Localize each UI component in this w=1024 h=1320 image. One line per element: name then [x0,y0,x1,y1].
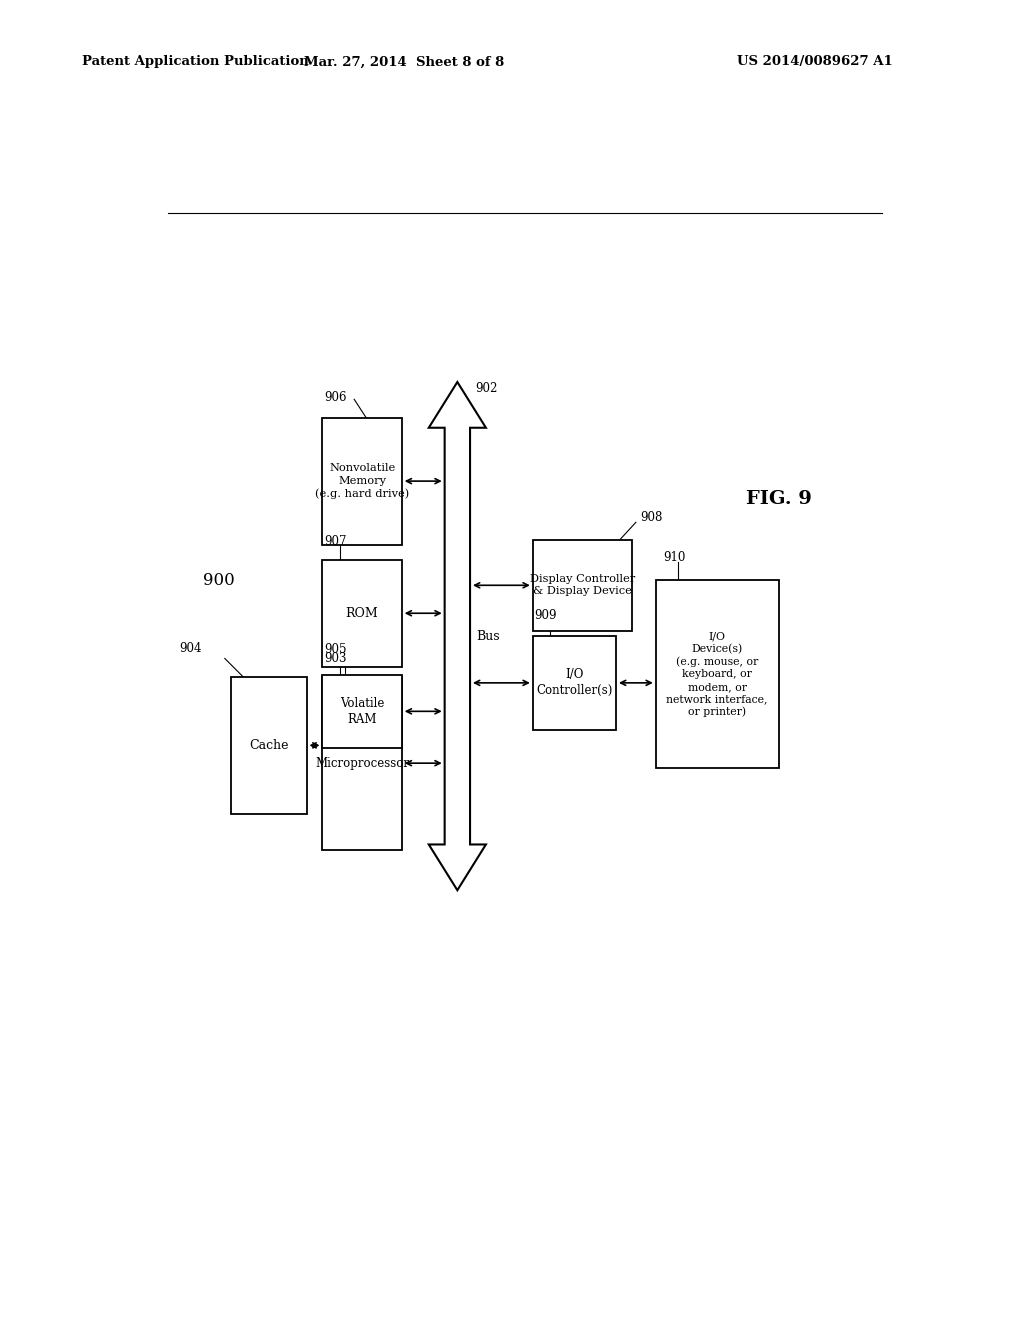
Text: 908: 908 [640,511,663,524]
Bar [323,675,401,748]
Text: 904: 904 [179,642,202,655]
Text: I/O
Controller(s): I/O Controller(s) [537,668,612,697]
Bar [323,417,401,545]
Text: 910: 910 [664,552,686,565]
Bar [323,560,401,667]
Text: Cache: Cache [249,739,289,752]
Text: Microprocessor: Microprocessor [315,756,410,770]
Text: 905: 905 [324,643,346,656]
Bar [323,677,401,850]
Text: Patent Application Publication: Patent Application Publication [82,55,308,69]
Text: 902: 902 [475,381,498,395]
Text: Mar. 27, 2014  Sheet 8 of 8: Mar. 27, 2014 Sheet 8 of 8 [304,55,505,69]
Bar [532,540,632,631]
Text: 903: 903 [324,652,346,665]
Text: Bus: Bus [476,630,500,643]
Text: 906: 906 [324,391,346,404]
Bar [655,581,779,768]
Text: 900: 900 [204,572,236,589]
Text: 909: 909 [535,610,557,622]
Bar [231,677,306,814]
Text: FIG. 9: FIG. 9 [745,490,812,508]
Text: Volatile
RAM: Volatile RAM [340,697,384,726]
Text: US 2014/0089627 A1: US 2014/0089627 A1 [737,55,893,69]
Text: Nonvolatile
Memory
(e.g. hard drive): Nonvolatile Memory (e.g. hard drive) [315,463,410,499]
Polygon shape [429,381,486,890]
Text: Display Controller
& Display Device: Display Controller & Display Device [529,574,635,597]
Bar [532,636,616,730]
Text: 907: 907 [324,535,346,548]
Text: ROM: ROM [346,607,379,619]
Text: I/O
Device(s)
(e.g. mouse, or
keyboard, or
modem, or
network interface,
or print: I/O Device(s) (e.g. mouse, or keyboard, … [667,631,768,717]
